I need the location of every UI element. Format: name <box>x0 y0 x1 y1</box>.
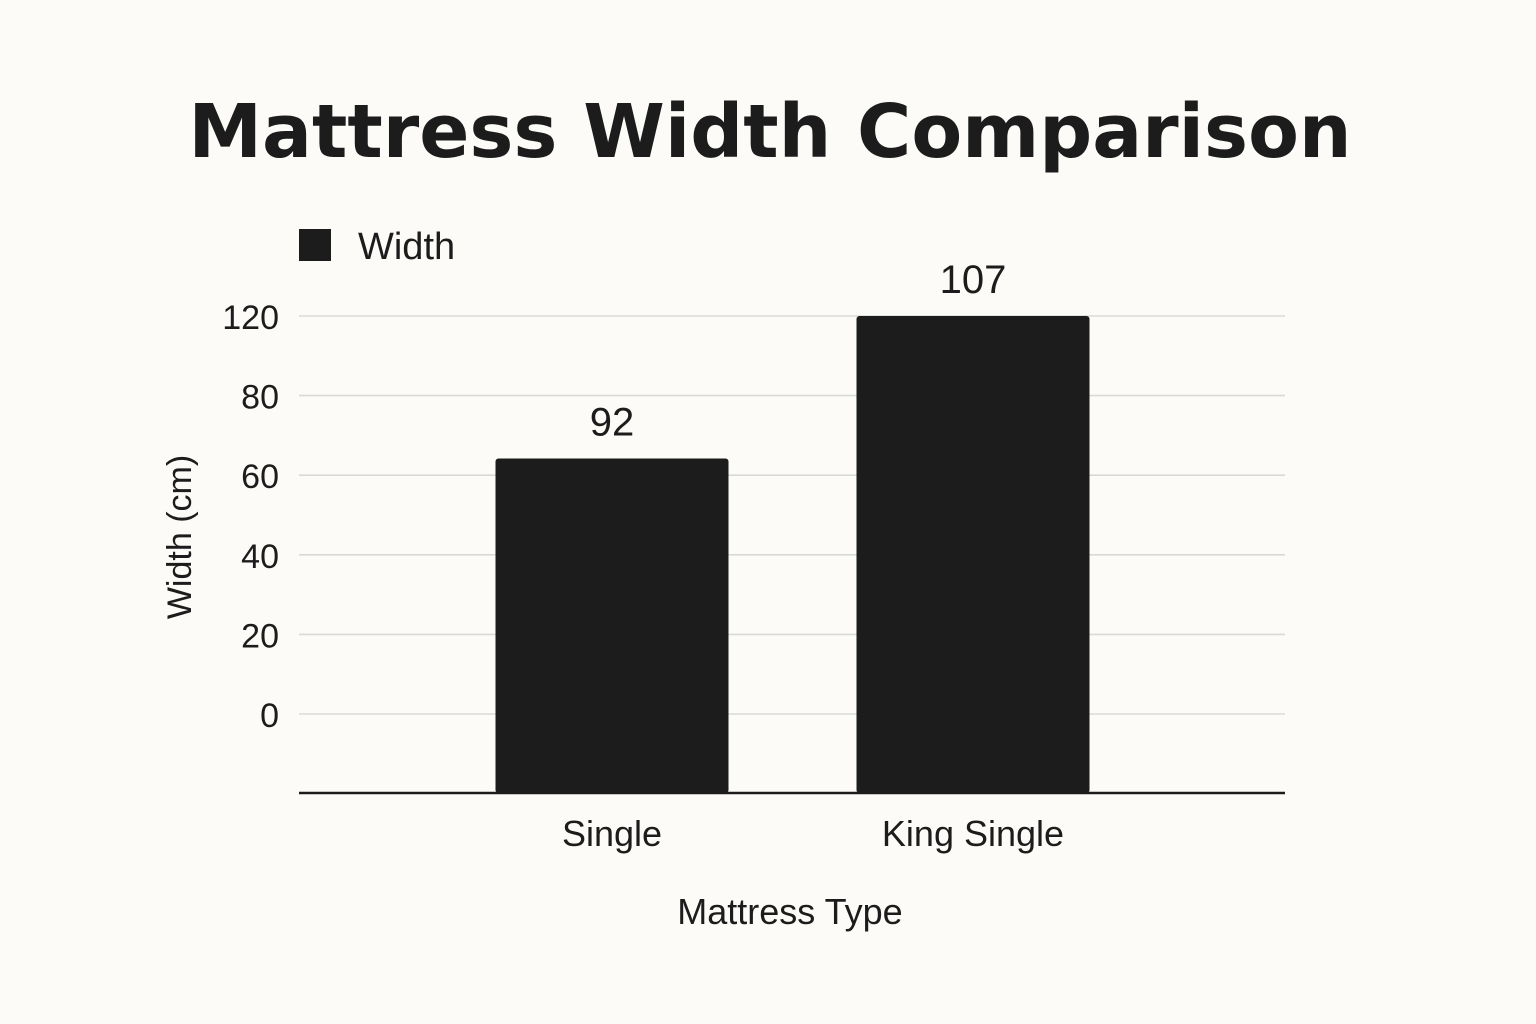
y-tick-label: 120 <box>222 299 279 337</box>
legend: Width <box>299 226 455 268</box>
legend-label: Width <box>358 226 455 268</box>
x-axis-tick-labels: Single King Single <box>562 813 1064 854</box>
y-tick-label: 40 <box>241 538 279 576</box>
legend-swatch <box>299 229 331 261</box>
x-tick-label: King Single <box>882 813 1064 854</box>
y-tick-label: 80 <box>241 379 279 417</box>
y-axis-label: Width (cm) <box>161 455 199 619</box>
bar <box>856 316 1090 793</box>
gridlines <box>299 315 1285 715</box>
bar-value-label: 92 <box>590 401 635 445</box>
y-axis-tick-labels: 120 80 60 40 20 0 <box>222 299 279 735</box>
bars <box>495 316 1090 793</box>
data-labels: 92 107 <box>590 258 1007 445</box>
x-axis-label: Mattress Type <box>677 891 902 932</box>
bar <box>495 458 729 793</box>
chart-title: Mattress Width Comparison <box>188 89 1351 175</box>
x-tick-label: Single <box>562 813 662 854</box>
y-tick-label: 20 <box>241 617 279 655</box>
y-tick-label: 0 <box>260 697 279 735</box>
y-tick-label: 60 <box>241 458 279 496</box>
bar-value-label: 107 <box>940 258 1007 302</box>
